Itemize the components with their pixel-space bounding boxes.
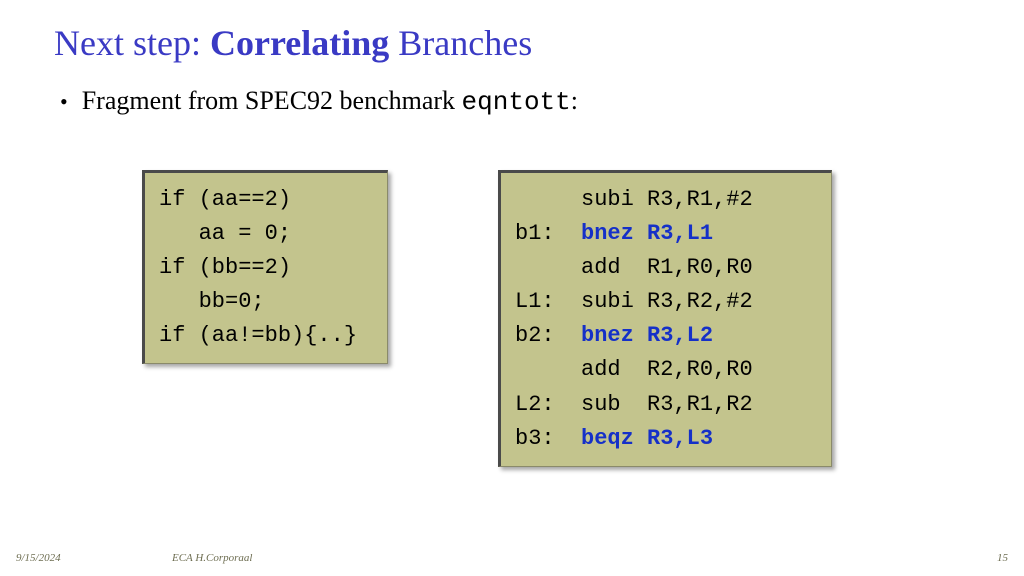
asm-label: b1:	[515, 221, 581, 246]
asm-instr: bnez R3,L2	[581, 323, 713, 348]
asm-label	[515, 357, 581, 382]
asm-instr: subi R3,R2,#2	[581, 289, 753, 314]
asm-label: b2:	[515, 323, 581, 348]
bullet-marker: •	[60, 89, 68, 115]
asm-line: subi R3,R1,#2	[515, 183, 817, 217]
title-prefix: Next step:	[54, 23, 210, 63]
asm-label	[515, 255, 581, 280]
asm-label	[515, 187, 581, 212]
asm-instr: add R1,R0,R0	[581, 255, 753, 280]
asm-line: add R2,R0,R0	[515, 353, 817, 387]
footer-date: 9/15/2024	[16, 552, 61, 564]
bullet-lead: Fragment from SPEC92 benchmark	[82, 86, 462, 115]
bullet-item: • Fragment from SPEC92 benchmark eqntott…	[60, 86, 578, 117]
asm-line: b2: bnez R3,L2	[515, 319, 817, 353]
asm-line: b1: bnez R3,L1	[515, 217, 817, 251]
asm-instr: add R2,R0,R0	[581, 357, 753, 382]
asm-label: L2:	[515, 392, 581, 417]
asm-label: b3:	[515, 426, 581, 451]
code-block-asm: subi R3,R1,#2b1: bnez R3,L1 add R1,R0,R0…	[498, 170, 832, 467]
title-suffix: Branches	[389, 23, 532, 63]
asm-instr: beqz R3,L3	[581, 426, 713, 451]
asm-instr: subi R3,R1,#2	[581, 187, 753, 212]
asm-line: L2: sub R3,R1,R2	[515, 388, 817, 422]
title-emph: Correlating	[210, 23, 389, 63]
footer-page: 15	[997, 552, 1008, 564]
bullet-code: eqntott	[462, 87, 571, 117]
footer-author: ECA H.Corporaal	[172, 552, 252, 564]
bullet-tail: :	[571, 86, 578, 115]
asm-line: L1: subi R3,R2,#2	[515, 285, 817, 319]
bullet-text: Fragment from SPEC92 benchmark eqntott:	[82, 86, 578, 117]
code-block-c: if (aa==2) aa = 0; if (bb==2) bb=0; if (…	[142, 170, 388, 364]
slide-title: Next step: Correlating Branches	[54, 22, 532, 64]
asm-instr: bnez R3,L1	[581, 221, 713, 246]
asm-instr: sub R3,R1,R2	[581, 392, 753, 417]
asm-label: L1:	[515, 289, 581, 314]
asm-line: b3: beqz R3,L3	[515, 422, 817, 456]
asm-line: add R1,R0,R0	[515, 251, 817, 285]
